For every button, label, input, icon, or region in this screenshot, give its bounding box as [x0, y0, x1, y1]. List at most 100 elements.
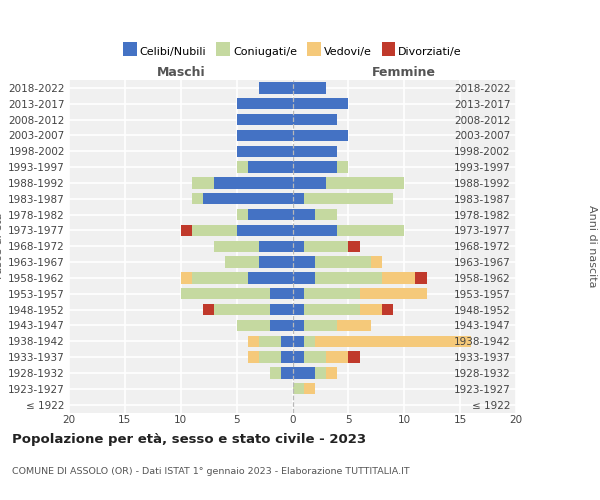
Text: Popolazione per età, sesso e stato civile - 2023: Popolazione per età, sesso e stato civil…	[12, 432, 366, 446]
Bar	[259, 336, 293, 347]
Bar	[248, 352, 293, 363]
Bar	[236, 320, 293, 331]
Bar	[293, 209, 337, 220]
Bar	[214, 240, 293, 252]
Bar	[293, 82, 326, 94]
Bar	[248, 209, 293, 220]
Bar	[293, 146, 337, 157]
Bar	[293, 256, 371, 268]
Bar	[293, 367, 315, 378]
Bar	[236, 130, 293, 141]
Bar	[293, 367, 337, 378]
Bar	[270, 320, 293, 331]
Bar	[181, 272, 293, 283]
Bar	[226, 256, 293, 268]
Bar	[293, 162, 349, 173]
Bar	[203, 193, 293, 204]
Bar	[293, 209, 337, 220]
Bar	[236, 98, 293, 110]
Bar	[293, 367, 337, 378]
Bar	[293, 146, 337, 157]
Bar	[293, 82, 326, 94]
Bar	[214, 240, 293, 252]
Bar	[293, 240, 349, 252]
Bar	[236, 209, 293, 220]
Bar	[293, 177, 404, 188]
Bar	[192, 224, 293, 236]
Text: Anni di nascita: Anni di nascita	[587, 205, 597, 288]
Bar	[214, 304, 293, 316]
Bar	[236, 320, 293, 331]
Bar	[293, 304, 304, 316]
Bar	[248, 336, 293, 347]
Bar	[293, 272, 382, 283]
Bar	[293, 304, 359, 316]
Bar	[293, 336, 304, 347]
Bar	[293, 162, 349, 173]
Bar	[192, 193, 293, 204]
Bar	[293, 130, 349, 141]
Bar	[293, 352, 326, 363]
Bar	[226, 256, 293, 268]
Bar	[236, 146, 293, 157]
Bar	[293, 272, 415, 283]
Bar	[236, 146, 293, 157]
Bar	[293, 304, 393, 316]
Bar	[192, 224, 293, 236]
Bar	[236, 130, 293, 141]
Bar	[192, 193, 293, 204]
Bar	[259, 82, 293, 94]
Bar	[236, 224, 293, 236]
Bar	[236, 146, 293, 157]
Bar	[293, 352, 349, 363]
Bar	[181, 288, 293, 300]
Bar	[293, 256, 382, 268]
Bar	[293, 98, 349, 110]
Bar	[293, 320, 371, 331]
Bar	[293, 224, 404, 236]
Bar	[293, 336, 472, 347]
Bar	[293, 336, 472, 347]
Bar	[270, 367, 293, 378]
Bar	[181, 224, 293, 236]
Bar	[270, 304, 293, 316]
Bar	[293, 177, 404, 188]
Bar	[293, 240, 359, 252]
Bar	[293, 209, 337, 220]
Bar	[293, 114, 337, 126]
Bar	[293, 98, 349, 110]
Bar	[236, 114, 293, 126]
Bar	[293, 256, 382, 268]
Bar	[293, 224, 404, 236]
Bar	[236, 162, 293, 173]
Bar	[293, 320, 337, 331]
Bar	[192, 193, 293, 204]
Bar	[259, 82, 293, 94]
Bar	[293, 114, 337, 126]
Bar	[293, 272, 427, 283]
Bar	[259, 240, 293, 252]
Bar	[236, 130, 293, 141]
Bar	[293, 130, 349, 141]
Bar	[293, 224, 404, 236]
Bar	[214, 177, 293, 188]
Bar	[293, 304, 382, 316]
Bar	[293, 130, 349, 141]
Bar	[293, 367, 326, 378]
Bar	[293, 336, 315, 347]
Bar	[236, 114, 293, 126]
Bar	[293, 352, 304, 363]
Bar	[236, 209, 293, 220]
Bar	[259, 82, 293, 94]
Bar	[270, 288, 293, 300]
Bar	[281, 367, 293, 378]
Y-axis label: Fasce di età: Fasce di età	[0, 213, 4, 280]
Bar	[293, 288, 359, 300]
Bar	[181, 288, 293, 300]
Bar	[236, 114, 293, 126]
Bar	[293, 320, 304, 331]
Bar	[181, 288, 293, 300]
Bar	[293, 82, 326, 94]
Bar	[226, 256, 293, 268]
Bar	[293, 162, 337, 173]
